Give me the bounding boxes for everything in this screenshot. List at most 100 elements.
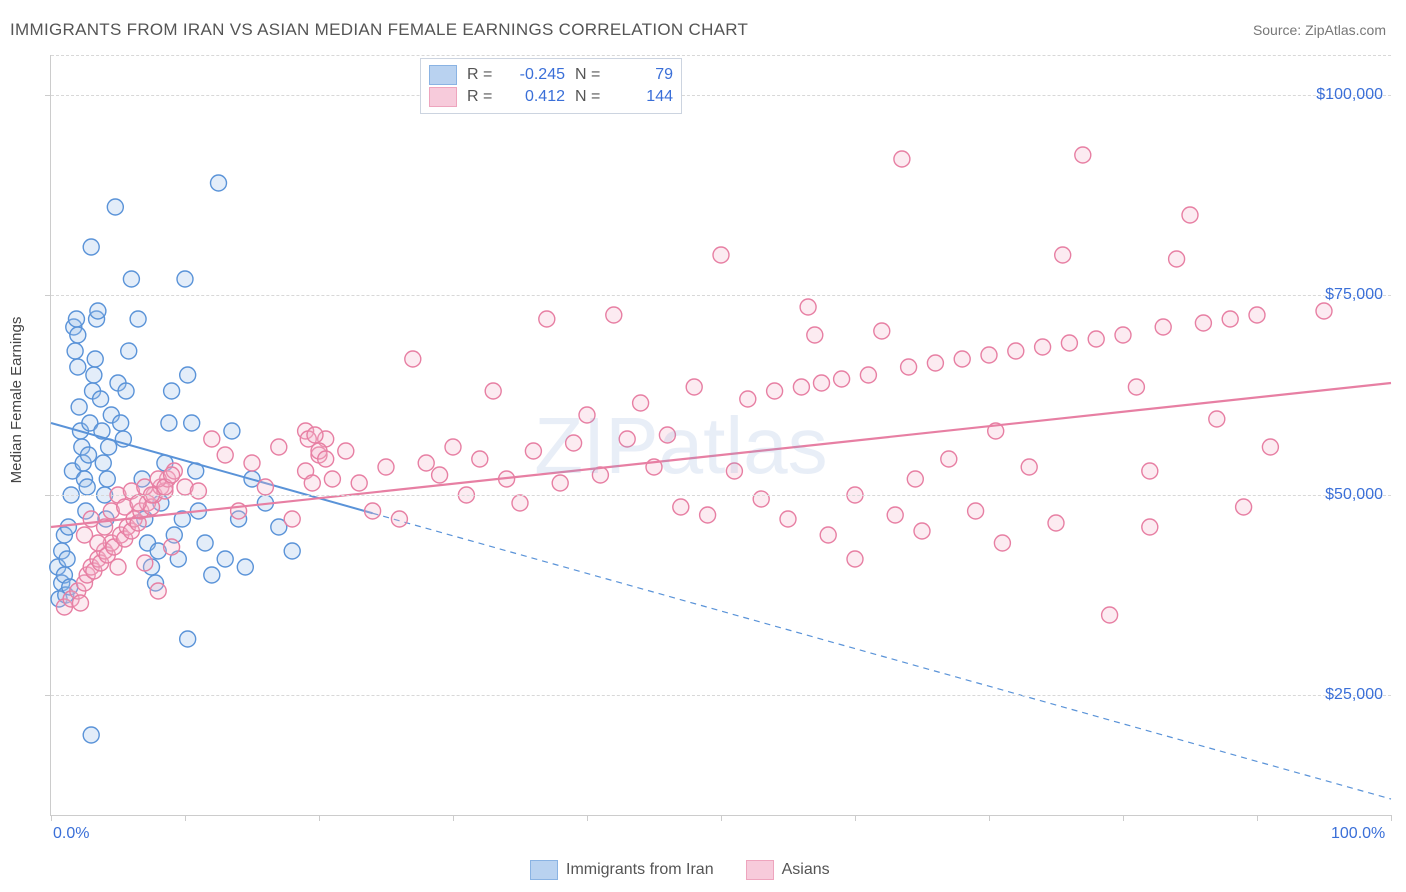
scatter-point-asian [1142,463,1158,479]
scatter-point-iran [70,359,86,375]
plot-svg [51,55,1391,815]
scatter-point-asian [472,451,488,467]
x-tick [1257,815,1258,821]
scatter-point-asian [304,475,320,491]
y-tick-label: $25,000 [1325,686,1383,704]
gridline [51,95,1391,96]
scatter-point-asian [150,583,166,599]
legend-row-iran: R =-0.245N =79 [429,65,673,85]
scatter-point-asian [907,471,923,487]
scatter-point-iran [87,351,103,367]
scatter-point-asian [1195,315,1211,331]
scatter-point-iran [123,271,139,287]
scatter-point-asian [767,383,783,399]
scatter-point-asian [539,311,555,327]
scatter-point-asian [405,351,421,367]
scatter-point-iran [70,327,86,343]
scatter-point-asian [700,507,716,523]
scatter-point-iran [59,551,75,567]
scatter-point-asian [110,559,126,575]
scatter-point-asian [164,539,180,555]
scatter-point-asian [418,455,434,471]
scatter-point-asian [887,507,903,523]
scatter-point-asian [579,407,595,423]
scatter-point-asian [307,427,323,443]
scatter-point-iran [197,535,213,551]
chart-title: IMMIGRANTS FROM IRAN VS ASIAN MEDIAN FEM… [10,20,748,40]
legend-item-iran: Immigrants from Iran [530,860,714,880]
scatter-point-iran [217,551,233,567]
gridline [51,695,1391,696]
scatter-point-asian [445,439,461,455]
legend-n-label: N = [575,88,607,106]
scatter-point-asian [847,551,863,567]
scatter-point-iran [68,311,84,327]
scatter-point-iran [86,367,102,383]
trendline-iran-dashed [373,513,1391,799]
scatter-point-asian [820,527,836,543]
scatter-point-asian [378,459,394,475]
x-tick [185,815,186,821]
x-tick [453,815,454,821]
scatter-point-asian [1021,459,1037,475]
scatter-point-asian [740,391,756,407]
scatter-point-iran [121,343,137,359]
scatter-point-asian [994,535,1010,551]
scatter-point-asian [1008,343,1024,359]
scatter-point-asian [90,535,106,551]
scatter-point-asian [1115,327,1131,343]
scatter-point-asian [1055,247,1071,263]
scatter-point-asian [874,323,890,339]
scatter-point-asian [1142,519,1158,535]
scatter-point-asian [391,511,407,527]
legend-bottom: Immigrants from Iran Asians [530,860,830,880]
legend-swatch-iran [429,65,457,85]
scatter-point-asian [351,475,367,491]
scatter-point-iran [204,567,220,583]
scatter-point-asian [713,247,729,263]
legend-label-asian: Asians [782,861,830,879]
scatter-point-asian [324,471,340,487]
legend-swatch-asian [429,87,457,107]
scatter-point-asian [834,371,850,387]
legend-n-value-asian: 144 [617,88,673,106]
x-tick-label: 0.0% [53,825,89,843]
y-tick [45,495,51,496]
x-tick [855,815,856,821]
scatter-point-asian [164,467,180,483]
scatter-point-asian [1222,311,1238,327]
x-tick [1123,815,1124,821]
scatter-point-iran [113,415,129,431]
scatter-point-iran [177,271,193,287]
scatter-point-asian [1061,335,1077,351]
x-tick-label: 100.0% [1331,825,1385,843]
scatter-point-iran [67,343,83,359]
legend-r-value-iran: -0.245 [509,66,565,84]
scatter-point-asian [633,395,649,411]
scatter-point-asian [1088,331,1104,347]
y-tick [45,295,51,296]
source-label: Source: ZipAtlas.com [1253,22,1386,38]
legend-swatch-asian [746,860,774,880]
scatter-point-asian [204,431,220,447]
scatter-point-iran [164,383,180,399]
scatter-point-iran [130,311,146,327]
y-tick-label: $50,000 [1325,486,1383,504]
gridline [51,295,1391,296]
scatter-point-asian [968,503,984,519]
scatter-point-iran [107,199,123,215]
scatter-point-asian [190,483,206,499]
scatter-point-asian [1075,147,1091,163]
gridline [51,55,1391,56]
scatter-point-asian [271,439,287,455]
scatter-point-asian [284,511,300,527]
scatter-point-asian [137,555,153,571]
legend-row-asian: R =0.412N =144 [429,87,673,107]
scatter-point-iran [60,519,76,535]
gridline [51,495,1391,496]
scatter-point-asian [1236,499,1252,515]
scatter-point-asian [432,467,448,483]
scatter-point-iran [184,415,200,431]
legend-n-label: N = [575,66,607,84]
legend-item-asian: Asians [746,860,830,880]
